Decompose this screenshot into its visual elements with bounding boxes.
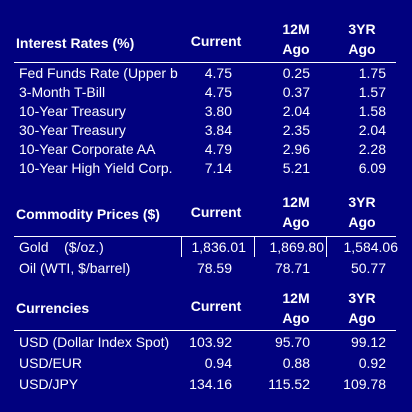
currencies-title: Currencies (16, 300, 90, 316)
commodity-column-divider (326, 236, 327, 257)
table-row: Fed Funds Rate (Upper b 4.75 0.25 1.75 (0, 64, 412, 83)
commodity-col-3yr: 3YR Ago (348, 194, 376, 230)
interest-divider (14, 62, 396, 63)
3yr-ago-value: 50.77 (350, 260, 386, 276)
table-row: 10-Year Corporate AA 4.79 2.96 2.28 (0, 140, 412, 159)
current-value: 134.16 (189, 376, 232, 392)
row-label: 10-Year High Yield Corp. (19, 160, 173, 176)
currencies-col-3yr: 3YR Ago (348, 290, 376, 326)
currencies-col-current: Current (190, 298, 242, 314)
3yr-ago-value: 0.92 (358, 355, 386, 371)
12m-ago-value: 95.70 (274, 334, 310, 350)
current-value: 4.79 (204, 141, 232, 157)
row-label: 10-Year Treasury (19, 103, 126, 119)
12m-ago-value: 2.04 (282, 103, 310, 119)
interest-rates-title: Interest Rates (%) (16, 35, 135, 51)
table-row: USD (Dollar Index Spot) 103.92 95.70 99.… (0, 333, 412, 352)
12m-ago-value: 0.88 (282, 355, 310, 371)
current-value: 0.94 (204, 355, 232, 371)
3yr-ago-value: 6.09 (358, 160, 386, 176)
current-value: 4.75 (204, 84, 232, 100)
current-value: 3.80 (204, 103, 232, 119)
currencies-header: Currencies Current 12M Ago 3YR Ago (0, 286, 412, 328)
row-label: Oil (WTI, $/barrel) (19, 260, 131, 276)
row-label: Fed Funds Rate (Upper b (19, 65, 178, 81)
row-label: USD (Dollar Index Spot) (19, 334, 170, 350)
commodity-column-divider (254, 236, 255, 257)
12m-ago-value: 5.21 (282, 160, 310, 176)
3yr-ago-value: 99.12 (350, 334, 386, 350)
currencies-col-12m: 12M Ago (282, 290, 310, 326)
12m-ago-value: 2.96 (282, 141, 310, 157)
table-row: 10-Year High Yield Corp. 7.14 5.21 6.09 (0, 159, 412, 178)
commodity-divider (14, 236, 396, 237)
table-row: Gold ($/oz.) 1,836.01 1,869.80 1,584.06 (0, 238, 412, 257)
current-value: 78.59 (196, 260, 232, 276)
3yr-ago-value: 1.75 (358, 65, 386, 81)
3yr-ago-value: 1,584.06 (343, 239, 399, 255)
12m-ago-value: 2.35 (282, 122, 310, 138)
current-value: 3.84 (204, 122, 232, 138)
interest-col-3yr: 3YR Ago (348, 21, 376, 57)
3yr-ago-value: 109.78 (343, 376, 386, 392)
interest-rates-header: Interest Rates (%) Current 12M Ago 3YR Ago (0, 14, 412, 59)
row-label: 3-Month T-Bill (19, 84, 106, 100)
12m-ago-value: 0.37 (282, 84, 310, 100)
table-row: 30-Year Treasury 3.84 2.35 2.04 (0, 121, 412, 140)
12m-ago-value: 1,869.80 (269, 239, 325, 255)
table-row: 10-Year Treasury 3.80 2.04 1.58 (0, 102, 412, 121)
commodity-col-12m: 12M Ago (282, 194, 310, 230)
commodity-col-current: Current (190, 204, 242, 220)
commodity-title: Commodity Prices ($) (16, 206, 160, 222)
current-value: 103.92 (189, 334, 232, 350)
current-value: 7.14 (204, 160, 232, 176)
12m-ago-value: 115.52 (268, 376, 310, 392)
3yr-ago-value: 2.04 (358, 122, 386, 138)
row-label: 30-Year Treasury (19, 122, 126, 138)
row-label: USD/JPY (19, 376, 79, 392)
table-row: 3-Month T-Bill 4.75 0.37 1.57 (0, 83, 412, 102)
currencies-divider (14, 330, 396, 331)
table-row: USD/JPY 134.16 115.52 109.78 (0, 375, 412, 394)
3yr-ago-value: 1.58 (358, 103, 386, 119)
commodity-column-divider (181, 236, 182, 257)
12m-ago-value: 0.25 (282, 65, 310, 81)
12m-ago-value: 78.71 (274, 260, 310, 276)
commodity-header: Commodity Prices ($) Current 12M Ago 3YR A… (0, 188, 412, 232)
row-label: 10-Year Corporate AA (19, 141, 156, 157)
3yr-ago-value: 1.57 (358, 84, 386, 100)
table-row: Oil (WTI, $/barrel) 78.59 78.71 50.77 (0, 259, 412, 278)
interest-col-12m: 12M Ago (282, 21, 310, 57)
row-label: Gold ($/oz.) (19, 239, 104, 255)
row-label: USD/EUR (19, 355, 83, 371)
interest-col-current: Current (190, 33, 242, 49)
current-value: 4.75 (204, 65, 232, 81)
3yr-ago-value: 2.28 (358, 141, 386, 157)
current-value: 1,836.01 (191, 239, 247, 255)
table-row: USD/EUR 0.94 0.88 0.92 (0, 354, 412, 373)
